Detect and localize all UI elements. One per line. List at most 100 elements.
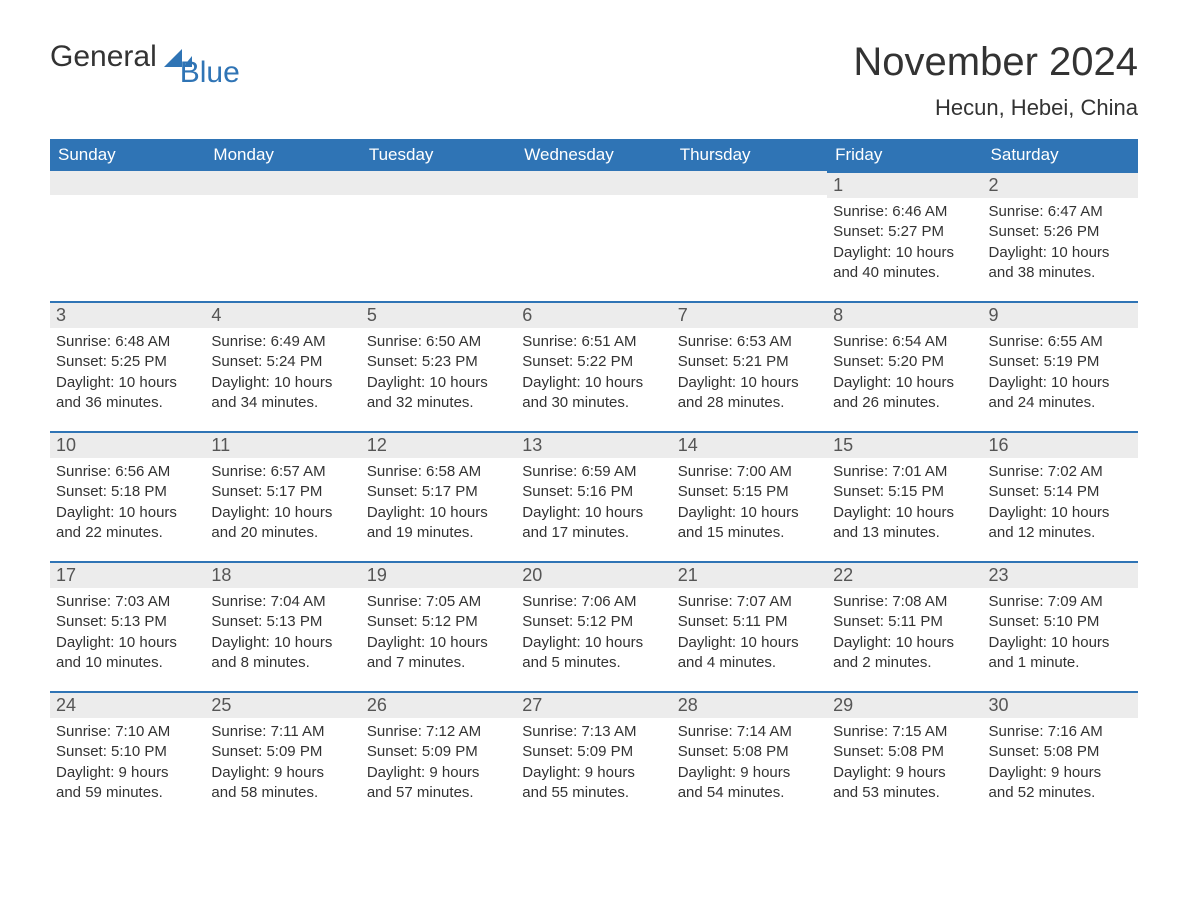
day-details: Sunrise: 7:10 AMSunset: 5:10 PMDaylight:… <box>50 718 205 807</box>
day-sunset: Sunset: 5:09 PM <box>367 742 510 762</box>
day-daylight1: Daylight: 10 hours <box>56 503 199 523</box>
day-daylight1: Daylight: 9 hours <box>211 763 354 783</box>
day-sunrise: Sunrise: 7:01 AM <box>833 462 976 482</box>
calendar-cell: 26Sunrise: 7:12 AMSunset: 5:09 PMDayligh… <box>361 691 516 821</box>
day-daylight1: Daylight: 10 hours <box>989 503 1132 523</box>
calendar-cell: 19Sunrise: 7:05 AMSunset: 5:12 PMDayligh… <box>361 561 516 691</box>
day-sunset: Sunset: 5:08 PM <box>989 742 1132 762</box>
day-daylight2: and 12 minutes. <box>989 523 1132 543</box>
calendar-cell <box>50 171 205 301</box>
day-daylight1: Daylight: 10 hours <box>56 373 199 393</box>
day-details: Sunrise: 7:16 AMSunset: 5:08 PMDaylight:… <box>983 718 1138 807</box>
day-number: 25 <box>205 691 360 718</box>
day-daylight1: Daylight: 10 hours <box>522 633 665 653</box>
day-details: Sunrise: 6:58 AMSunset: 5:17 PMDaylight:… <box>361 458 516 547</box>
day-daylight2: and 22 minutes. <box>56 523 199 543</box>
day-daylight2: and 2 minutes. <box>833 653 976 673</box>
day-sunrise: Sunrise: 6:49 AM <box>211 332 354 352</box>
day-number: 19 <box>361 561 516 588</box>
day-number: 28 <box>672 691 827 718</box>
day-details: Sunrise: 7:09 AMSunset: 5:10 PMDaylight:… <box>983 588 1138 677</box>
day-daylight2: and 38 minutes. <box>989 263 1132 283</box>
day-details: Sunrise: 7:01 AMSunset: 5:15 PMDaylight:… <box>827 458 982 547</box>
day-details: Sunrise: 7:12 AMSunset: 5:09 PMDaylight:… <box>361 718 516 807</box>
calendar-cell <box>205 171 360 301</box>
calendar-week-row: 1Sunrise: 6:46 AMSunset: 5:27 PMDaylight… <box>50 171 1138 301</box>
day-daylight1: Daylight: 10 hours <box>522 503 665 523</box>
day-sunrise: Sunrise: 6:46 AM <box>833 202 976 222</box>
header: General Blue November 2024 Hecun, Hebei,… <box>50 40 1138 133</box>
day-sunset: Sunset: 5:17 PM <box>211 482 354 502</box>
day-sunset: Sunset: 5:18 PM <box>56 482 199 502</box>
day-sunset: Sunset: 5:20 PM <box>833 352 976 372</box>
calendar-cell: 25Sunrise: 7:11 AMSunset: 5:09 PMDayligh… <box>205 691 360 821</box>
calendar-week-row: 17Sunrise: 7:03 AMSunset: 5:13 PMDayligh… <box>50 561 1138 691</box>
day-sunset: Sunset: 5:13 PM <box>56 612 199 632</box>
day-details: Sunrise: 6:46 AMSunset: 5:27 PMDaylight:… <box>827 198 982 287</box>
day-number: 4 <box>205 301 360 328</box>
day-daylight2: and 8 minutes. <box>211 653 354 673</box>
day-sunset: Sunset: 5:11 PM <box>833 612 976 632</box>
day-daylight2: and 59 minutes. <box>56 783 199 803</box>
calendar-week-row: 3Sunrise: 6:48 AMSunset: 5:25 PMDaylight… <box>50 301 1138 431</box>
day-details: Sunrise: 6:56 AMSunset: 5:18 PMDaylight:… <box>50 458 205 547</box>
day-daylight1: Daylight: 9 hours <box>522 763 665 783</box>
day-details: Sunrise: 7:11 AMSunset: 5:09 PMDaylight:… <box>205 718 360 807</box>
day-sunrise: Sunrise: 7:14 AM <box>678 722 821 742</box>
day-number: 6 <box>516 301 671 328</box>
weekday-header: Friday <box>827 139 982 171</box>
day-number: 7 <box>672 301 827 328</box>
day-details: Sunrise: 7:00 AMSunset: 5:15 PMDaylight:… <box>672 458 827 547</box>
day-sunset: Sunset: 5:10 PM <box>56 742 199 762</box>
calendar-week-row: 24Sunrise: 7:10 AMSunset: 5:10 PMDayligh… <box>50 691 1138 821</box>
day-sunset: Sunset: 5:26 PM <box>989 222 1132 242</box>
day-sunset: Sunset: 5:21 PM <box>678 352 821 372</box>
day-daylight1: Daylight: 9 hours <box>367 763 510 783</box>
day-sunset: Sunset: 5:09 PM <box>522 742 665 762</box>
day-sunrise: Sunrise: 6:53 AM <box>678 332 821 352</box>
day-number: 23 <box>983 561 1138 588</box>
day-daylight1: Daylight: 9 hours <box>833 763 976 783</box>
calendar-cell: 16Sunrise: 7:02 AMSunset: 5:14 PMDayligh… <box>983 431 1138 561</box>
day-number: 2 <box>983 171 1138 198</box>
calendar-cell <box>516 171 671 301</box>
day-daylight2: and 19 minutes. <box>367 523 510 543</box>
day-daylight2: and 40 minutes. <box>833 263 976 283</box>
day-sunset: Sunset: 5:17 PM <box>367 482 510 502</box>
day-daylight2: and 30 minutes. <box>522 393 665 413</box>
day-daylight2: and 20 minutes. <box>211 523 354 543</box>
day-daylight2: and 5 minutes. <box>522 653 665 673</box>
calendar-cell: 18Sunrise: 7:04 AMSunset: 5:13 PMDayligh… <box>205 561 360 691</box>
calendar-cell: 23Sunrise: 7:09 AMSunset: 5:10 PMDayligh… <box>983 561 1138 691</box>
day-daylight2: and 17 minutes. <box>522 523 665 543</box>
logo-word-2: Blue <box>180 56 240 90</box>
day-sunrise: Sunrise: 7:09 AM <box>989 592 1132 612</box>
day-sunrise: Sunrise: 6:57 AM <box>211 462 354 482</box>
day-daylight2: and 26 minutes. <box>833 393 976 413</box>
day-daylight2: and 28 minutes. <box>678 393 821 413</box>
calendar-table: SundayMondayTuesdayWednesdayThursdayFrid… <box>50 139 1138 821</box>
day-details: Sunrise: 7:13 AMSunset: 5:09 PMDaylight:… <box>516 718 671 807</box>
day-sunrise: Sunrise: 7:08 AM <box>833 592 976 612</box>
day-sunset: Sunset: 5:12 PM <box>522 612 665 632</box>
day-details: Sunrise: 6:47 AMSunset: 5:26 PMDaylight:… <box>983 198 1138 287</box>
day-sunrise: Sunrise: 7:07 AM <box>678 592 821 612</box>
day-sunset: Sunset: 5:27 PM <box>833 222 976 242</box>
calendar-cell: 22Sunrise: 7:08 AMSunset: 5:11 PMDayligh… <box>827 561 982 691</box>
day-sunrise: Sunrise: 7:05 AM <box>367 592 510 612</box>
day-daylight1: Daylight: 10 hours <box>56 633 199 653</box>
logo: General Blue <box>50 40 254 74</box>
day-sunrise: Sunrise: 7:04 AM <box>211 592 354 612</box>
day-sunrise: Sunrise: 7:06 AM <box>522 592 665 612</box>
calendar-body: 1Sunrise: 6:46 AMSunset: 5:27 PMDaylight… <box>50 171 1138 821</box>
calendar-cell: 3Sunrise: 6:48 AMSunset: 5:25 PMDaylight… <box>50 301 205 431</box>
day-sunset: Sunset: 5:12 PM <box>367 612 510 632</box>
day-number: 21 <box>672 561 827 588</box>
day-sunrise: Sunrise: 7:16 AM <box>989 722 1132 742</box>
day-daylight2: and 54 minutes. <box>678 783 821 803</box>
day-sunset: Sunset: 5:10 PM <box>989 612 1132 632</box>
day-sunrise: Sunrise: 7:10 AM <box>56 722 199 742</box>
calendar-cell: 13Sunrise: 6:59 AMSunset: 5:16 PMDayligh… <box>516 431 671 561</box>
day-details: Sunrise: 6:48 AMSunset: 5:25 PMDaylight:… <box>50 328 205 417</box>
day-daylight1: Daylight: 9 hours <box>56 763 199 783</box>
